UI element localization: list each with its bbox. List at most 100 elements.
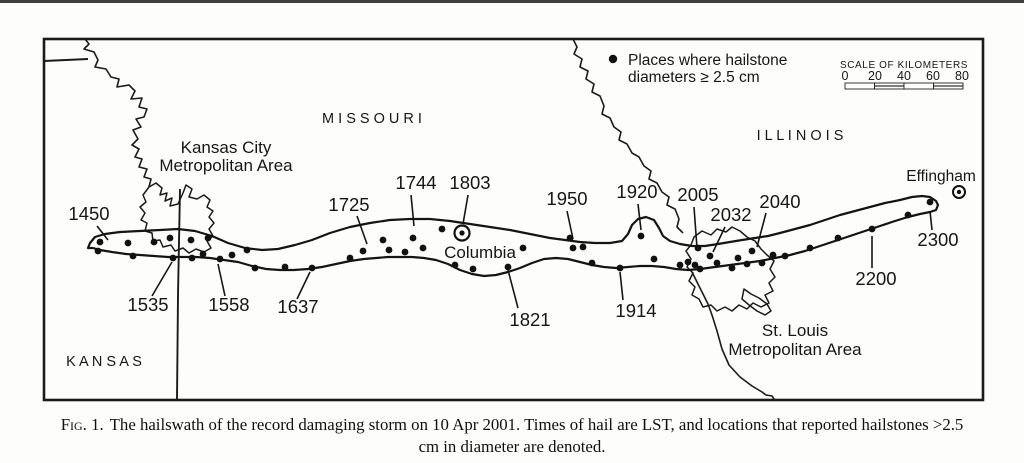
state-label-illinois: I L L I N O I S xyxy=(757,128,844,144)
hail-point xyxy=(650,255,658,263)
hail-point xyxy=(346,254,354,262)
time-leader-line xyxy=(693,206,698,249)
scale-segment-4 xyxy=(933,82,964,90)
legend-text-line1: Places where hailstone xyxy=(628,52,787,69)
hail-point xyxy=(743,260,751,268)
hail-point xyxy=(579,243,587,251)
hail-point xyxy=(438,225,446,233)
scale-tick-40: 40 xyxy=(897,69,911,83)
missouri-river-northwest xyxy=(83,38,152,188)
hail-time-label: 1920 xyxy=(616,181,657,202)
time-leader-line xyxy=(756,212,767,248)
hail-point xyxy=(691,261,699,269)
hail-time-label: 1725 xyxy=(328,194,369,215)
effingham-city-marker xyxy=(952,185,966,199)
time-leader-line xyxy=(96,225,109,241)
hail-point xyxy=(188,254,196,262)
time-leader-line xyxy=(217,263,226,297)
figure-caption-label: Fig. 1. xyxy=(61,415,104,434)
hail-time-label: 1950 xyxy=(546,188,587,209)
hail-point xyxy=(519,244,527,252)
time-leader-line xyxy=(296,271,311,300)
st-louis-metro-arm xyxy=(741,288,772,316)
hail-point xyxy=(409,234,417,242)
hail-point xyxy=(834,234,842,242)
leader-lines-group xyxy=(96,194,933,309)
hail-point xyxy=(469,265,477,273)
hail-point xyxy=(904,211,912,219)
hail-point xyxy=(359,247,367,255)
hail-point xyxy=(169,254,177,262)
hail-point xyxy=(129,252,137,260)
time-leader-line xyxy=(566,210,574,240)
time-leader-line xyxy=(356,215,368,245)
scale-segment-3 xyxy=(903,82,934,90)
time-leader-line xyxy=(637,203,642,231)
hail-point xyxy=(806,244,814,252)
hail-point xyxy=(379,236,387,244)
kansas-missouri-border-line xyxy=(176,188,181,401)
hail-point xyxy=(187,236,195,244)
hail-point xyxy=(769,251,777,259)
hail-point xyxy=(216,255,224,263)
hail-time-label: 1450 xyxy=(68,203,109,224)
hail-point xyxy=(199,250,207,258)
hail-point xyxy=(588,259,596,267)
hail-point xyxy=(758,259,766,267)
hail-point xyxy=(569,244,577,252)
hail-time-label: 2300 xyxy=(917,229,958,250)
nebraska-kansas-border-line xyxy=(43,58,89,62)
hail-point xyxy=(308,264,316,272)
columbia-city-marker xyxy=(453,224,471,242)
hail-point xyxy=(637,232,645,240)
hail-point xyxy=(706,252,714,260)
scale-tick-0: 0 xyxy=(842,69,849,83)
map-frame xyxy=(42,37,985,402)
hail-point xyxy=(616,264,624,272)
scale-bar-title: SCALE OF KILOMETERS xyxy=(840,60,968,71)
time-leader-line xyxy=(712,226,726,253)
kansas-city-label-line1: Kansas City xyxy=(181,138,272,157)
hail-point xyxy=(694,244,702,252)
columbia-label: Columbia xyxy=(444,243,516,262)
figure-caption-line1: Fig. 1. The hailswath of the record damag… xyxy=(61,415,964,434)
scan-edge-top xyxy=(0,0,1024,3)
legend: Places where hailstone diameters ≥ 2.5 c… xyxy=(608,52,787,86)
time-leader-line xyxy=(929,210,933,231)
state-label-kansas: K A N S A S xyxy=(66,354,142,370)
hail-time-label: 1803 xyxy=(449,172,490,193)
hail-time-label: 2200 xyxy=(855,268,896,289)
hail-point xyxy=(204,234,212,242)
time-labels-group: 1450 1535 1558 1637 1725 1744 1803 1821 1914 1950… xyxy=(68,172,958,330)
hail-points-group xyxy=(94,198,934,273)
hail-point xyxy=(926,198,934,206)
time-leader-line xyxy=(410,194,415,227)
st-louis-label-line2: Metropolitan Area xyxy=(728,340,862,359)
kansas-city-label-line2: Metropolitan Area xyxy=(159,156,293,175)
hail-point xyxy=(401,248,409,256)
hail-time-label: 2005 xyxy=(677,184,718,205)
mississippi-river-lower xyxy=(691,271,775,400)
hail-point xyxy=(713,259,721,267)
hail-point xyxy=(281,263,289,271)
hail-point xyxy=(676,261,684,269)
scale-bar: SCALE OF KILOMETERS 0 20 40 60 80 xyxy=(840,60,969,90)
hail-time-label: 1821 xyxy=(509,309,550,330)
state-label-missouri: M I S S O U R I xyxy=(322,111,422,127)
time-leader-line xyxy=(462,194,469,225)
hail-point xyxy=(228,251,236,259)
effingham-label: Effingham xyxy=(906,168,976,185)
hail-point xyxy=(868,225,876,233)
hail-time-label: 1535 xyxy=(127,294,168,315)
time-leader-line xyxy=(619,271,624,301)
hail-point xyxy=(728,264,736,272)
hail-point xyxy=(124,239,132,247)
hail-point xyxy=(734,254,742,262)
hail-point xyxy=(166,234,174,242)
hail-point xyxy=(684,258,692,266)
time-leader-line xyxy=(151,261,173,297)
hail-point xyxy=(748,247,756,255)
scale-segment-2 xyxy=(874,82,905,90)
